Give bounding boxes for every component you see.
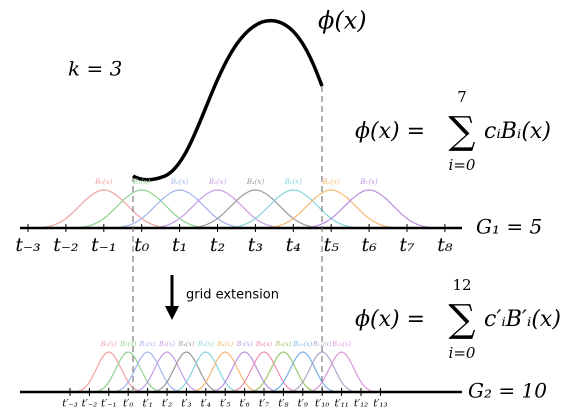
basis-curve [186, 351, 264, 393]
summand: c′ᵢB′ᵢ(x) [484, 307, 561, 332]
arrow-head [165, 306, 179, 320]
knot-label: t′₋₃ [62, 399, 78, 410]
sum-lower: i=0 [449, 344, 476, 362]
basis-curve [225, 351, 303, 393]
basis-curve [89, 351, 167, 393]
formula-lhs: ϕ(x) = [355, 307, 425, 332]
basis-curve [302, 351, 381, 393]
knot-label: t′₂ [162, 399, 172, 410]
curve-label: ϕ(x) [318, 7, 367, 35]
basis-curve [108, 351, 187, 393]
basis-curve [167, 351, 245, 393]
basis-label: B₀(x) [94, 178, 113, 186]
knot-label: t′₃ [181, 399, 191, 410]
knot-label: t₋₃ [15, 234, 40, 256]
knot-label: t₂ [210, 234, 225, 256]
knot-label: t′₋₂ [82, 399, 98, 410]
basis-label: B₁₀(x) [292, 340, 312, 348]
knot-label: t₅ [324, 234, 340, 256]
basis-label: B₈(x) [255, 340, 273, 348]
basis-label: B₇(x) [236, 340, 254, 348]
basis-label: B₀(x) [100, 340, 118, 348]
knot-label: t′₉ [298, 399, 308, 410]
knot-label: t₃ [248, 234, 263, 256]
basis-label: B₃(x) [158, 340, 176, 348]
basis-label: B₅(x) [284, 178, 303, 186]
basis-label: B₉(x) [274, 340, 292, 348]
basis-label: B₅(x) [197, 340, 215, 348]
knot-label: t₁ [172, 234, 187, 256]
knot-label: t′₆ [239, 399, 249, 410]
basis-curve [244, 351, 323, 393]
knot-label: t₄ [286, 234, 301, 256]
basis-curve [217, 189, 370, 229]
knot-label: t′₁₀ [315, 399, 329, 410]
basis-curve [147, 351, 226, 393]
basis-curve [205, 351, 284, 393]
basis-label: B₆(x) [216, 340, 234, 348]
basis-label: B₂(x) [139, 340, 157, 348]
sigma: ∑ [448, 297, 475, 341]
grid-label: G₁ = 5 [476, 215, 542, 239]
basis-curve [28, 189, 180, 229]
knot-label: t₀ [134, 234, 150, 256]
phi-curve [132, 18, 324, 182]
basis-curve [141, 189, 294, 229]
basis-label: B₁₂(x) [331, 340, 351, 348]
basis-curve [264, 351, 342, 393]
knot-label: t′₀ [123, 399, 133, 410]
knot-label: t₋₂ [53, 234, 78, 256]
formula-lhs: ϕ(x) = [355, 119, 425, 144]
coarse-formula: ϕ(x) = ∑ 7 i=0 cᵢBᵢ(x) [355, 88, 551, 174]
basis-label: B₂(x) [170, 178, 189, 186]
knot-label: t′₄ [201, 399, 211, 410]
sum-upper: 7 [457, 88, 467, 106]
sum-lower: i=0 [449, 156, 476, 174]
basis-curve [65, 189, 218, 229]
sum-upper: 12 [452, 276, 471, 294]
basis-label: B₇(x) [359, 178, 378, 186]
basis-curve [293, 189, 445, 229]
knot-label: t₈ [437, 234, 453, 256]
knot-label: t′₁₃ [373, 399, 387, 410]
knot-label: t′₈ [278, 399, 288, 410]
basis-curve [103, 189, 256, 229]
knot-label: t′₁ [142, 399, 152, 410]
arrow-label: grid extension [186, 288, 279, 303]
knot-label: t₇ [399, 234, 415, 256]
basis-label: B₃(x) [208, 178, 227, 186]
basis-label: B₄(x) [246, 178, 265, 186]
basis-label: B₁(x) [132, 178, 151, 186]
fine-formula: ϕ(x) = ∑ 12 i=0 c′ᵢB′ᵢ(x) [355, 276, 561, 362]
basis-curve [179, 189, 332, 229]
knot-label: t′₅ [220, 399, 230, 410]
sigma: ∑ [448, 109, 475, 153]
knot-label: t′₇ [259, 399, 269, 410]
grid-label: G₂ = 10 [468, 379, 547, 403]
knot-label: t′₋₁ [101, 399, 117, 410]
summand: cᵢBᵢ(x) [484, 119, 551, 144]
basis-label: B₁₁(x) [312, 340, 332, 348]
basis-label: B₄(x) [177, 340, 195, 348]
basis-label: B₁(x) [119, 340, 137, 348]
knot-label: t₋₁ [91, 234, 116, 256]
order-label: k = 3 [68, 57, 122, 81]
basis-label: B₆(x) [322, 178, 341, 186]
knot-label: t₆ [361, 234, 377, 256]
basis-curve [128, 351, 206, 393]
knot-label: t′₁₁ [334, 399, 348, 410]
basis-curve [255, 189, 407, 229]
knot-label: t′₁₂ [354, 399, 368, 410]
basis-curve [70, 351, 148, 393]
